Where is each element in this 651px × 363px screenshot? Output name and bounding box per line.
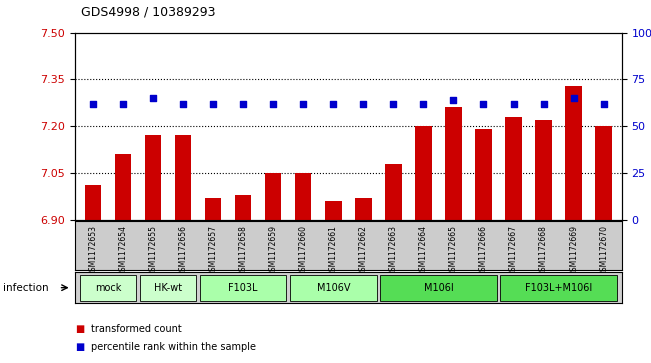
Point xyxy=(298,101,309,107)
Text: GSM1172654: GSM1172654 xyxy=(118,225,128,276)
Point xyxy=(388,101,398,107)
Bar xyxy=(501,275,617,301)
Text: GSM1172665: GSM1172665 xyxy=(449,225,458,276)
Text: F103L: F103L xyxy=(229,283,258,293)
Text: HK-wt: HK-wt xyxy=(154,283,182,293)
Bar xyxy=(505,117,522,220)
Text: GSM1172660: GSM1172660 xyxy=(299,225,308,276)
Text: GSM1172656: GSM1172656 xyxy=(178,225,187,276)
Text: GSM1172657: GSM1172657 xyxy=(208,225,217,276)
Text: GSM1172653: GSM1172653 xyxy=(89,225,98,276)
Text: GSM1172669: GSM1172669 xyxy=(569,225,578,276)
Bar xyxy=(445,107,462,220)
Text: mock: mock xyxy=(95,283,121,293)
Text: GSM1172666: GSM1172666 xyxy=(479,225,488,276)
Bar xyxy=(140,275,196,301)
Bar xyxy=(475,129,492,220)
Point xyxy=(268,101,279,107)
Point xyxy=(148,95,158,101)
Text: M106V: M106V xyxy=(316,283,350,293)
Bar xyxy=(535,120,552,220)
Point xyxy=(118,101,128,107)
Point xyxy=(598,101,609,107)
Bar xyxy=(355,198,372,220)
Text: GDS4998 / 10389293: GDS4998 / 10389293 xyxy=(81,5,216,18)
Bar xyxy=(385,164,402,220)
Bar xyxy=(79,275,136,301)
Point xyxy=(88,101,98,107)
Point xyxy=(238,101,248,107)
Text: ■: ■ xyxy=(75,342,84,352)
Bar xyxy=(415,126,432,220)
Text: GSM1172670: GSM1172670 xyxy=(599,225,608,276)
Bar xyxy=(290,275,376,301)
Text: GSM1172663: GSM1172663 xyxy=(389,225,398,276)
Point xyxy=(178,101,188,107)
Point xyxy=(358,101,368,107)
Text: infection: infection xyxy=(3,283,49,293)
Text: GSM1172659: GSM1172659 xyxy=(269,225,278,276)
Point xyxy=(568,95,579,101)
Point xyxy=(538,101,549,107)
Point xyxy=(328,101,339,107)
Text: GSM1172661: GSM1172661 xyxy=(329,225,338,276)
Bar xyxy=(85,185,101,220)
Text: GSM1172668: GSM1172668 xyxy=(539,225,548,276)
Bar xyxy=(205,198,221,220)
Text: transformed count: transformed count xyxy=(91,323,182,334)
Bar xyxy=(565,86,582,220)
Text: ■: ■ xyxy=(75,323,84,334)
Text: GSM1172655: GSM1172655 xyxy=(148,225,158,276)
Point xyxy=(449,97,459,103)
Bar xyxy=(145,135,161,220)
Bar xyxy=(265,173,281,220)
Bar xyxy=(596,126,612,220)
Point xyxy=(418,101,428,107)
Bar xyxy=(380,275,497,301)
Text: percentile rank within the sample: percentile rank within the sample xyxy=(91,342,256,352)
Text: GSM1172664: GSM1172664 xyxy=(419,225,428,276)
Text: M106I: M106I xyxy=(424,283,453,293)
Text: F103L+M106I: F103L+M106I xyxy=(525,283,592,293)
Bar xyxy=(200,275,286,301)
Bar xyxy=(235,195,251,220)
Point xyxy=(478,101,489,107)
Bar xyxy=(115,154,132,220)
Text: GSM1172662: GSM1172662 xyxy=(359,225,368,276)
Bar xyxy=(295,173,311,220)
Point xyxy=(208,101,218,107)
Text: GSM1172658: GSM1172658 xyxy=(239,225,247,276)
Point xyxy=(508,101,519,107)
Text: GSM1172667: GSM1172667 xyxy=(509,225,518,276)
Bar xyxy=(174,135,191,220)
Bar xyxy=(325,201,342,220)
